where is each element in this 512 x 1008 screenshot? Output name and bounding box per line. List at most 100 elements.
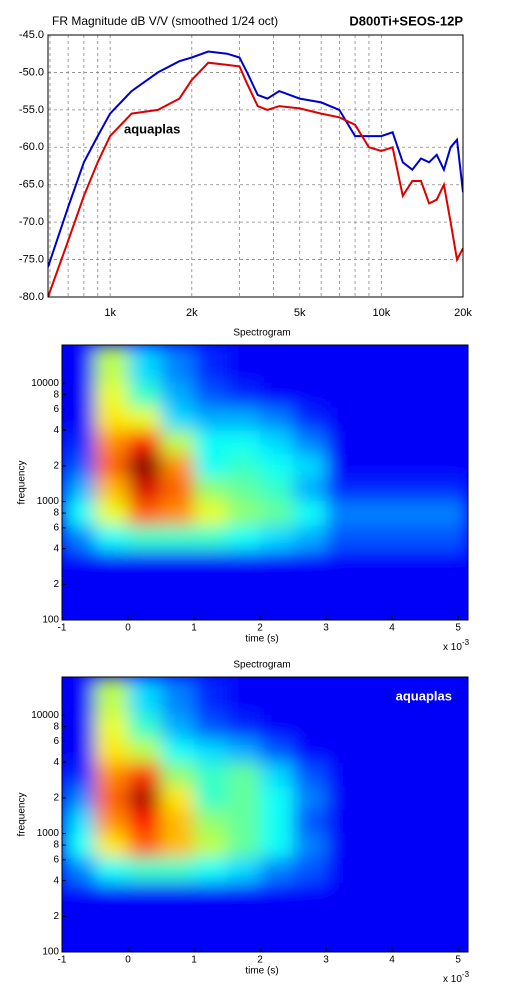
x-tick-label: 2 — [257, 955, 263, 966]
x-tick-label: 20k — [454, 307, 472, 319]
y-tick-label: -70.0 — [19, 216, 44, 228]
heatmap-cell — [161, 738, 195, 763]
heatmap-cell — [227, 677, 261, 715]
x-tick-label: 2k — [186, 307, 198, 319]
y-tick-label: 10000 — [31, 710, 59, 721]
heatmap-cell — [194, 525, 228, 551]
heatmap-cell — [194, 785, 228, 810]
heatmap-cell — [128, 550, 162, 620]
heatmap-clip — [62, 677, 468, 952]
heatmap-cell — [293, 550, 327, 620]
heatmap-cell — [260, 677, 294, 715]
heatmap-cell — [293, 677, 327, 715]
y-tick-label: -45.0 — [19, 29, 44, 41]
heatmap-cell — [128, 785, 162, 810]
heatmap-cell — [62, 785, 96, 810]
heatmap-cell — [326, 477, 468, 502]
y-tick-label: 2 — [53, 793, 59, 804]
x-tick-label: 3 — [323, 623, 329, 634]
heatmap-cell — [227, 500, 261, 526]
annotation: aquaplas — [396, 688, 452, 703]
heatmap-cell — [326, 500, 468, 526]
heatmap-cell — [326, 550, 468, 620]
heatmap-cell — [128, 345, 162, 383]
chart-title: Spectrogram — [233, 328, 290, 339]
y-tick-label: 4 — [53, 425, 59, 436]
heatmap-cell — [194, 453, 228, 478]
heatmap-cell — [161, 406, 195, 431]
x-tick-label: 5k — [294, 307, 306, 319]
heatmap-cell — [293, 525, 327, 551]
heatmap-cell — [95, 714, 129, 740]
y-tick-label: 4 — [53, 543, 59, 554]
x-tick-label: -1 — [58, 623, 67, 634]
heatmap-cell — [95, 382, 129, 408]
heatmap-cell — [62, 345, 96, 383]
series-line — [48, 50, 463, 268]
heatmap-cell — [293, 857, 327, 883]
heatmap-cell — [227, 809, 261, 834]
heatmap-cell — [128, 525, 162, 551]
heatmap-cell — [194, 857, 228, 883]
x-scale-base: x 10 — [443, 974, 462, 985]
heatmap-cell — [194, 477, 228, 502]
y-axis-label: frequency — [17, 461, 28, 505]
heatmap-cell — [62, 430, 96, 455]
heatmap-cell — [293, 453, 327, 478]
heatmap-cell — [95, 345, 129, 383]
plot-border — [47, 34, 464, 298]
x-scale-exponent: -3 — [462, 970, 470, 979]
heatmap-cell — [128, 857, 162, 883]
heatmap-cell — [227, 345, 261, 383]
y-tick-label: -65.0 — [19, 179, 44, 191]
y-tick-label: 6 — [53, 736, 59, 747]
heatmap-cell — [260, 785, 294, 810]
heatmap-cells — [62, 345, 468, 620]
heatmap-cell — [227, 382, 261, 408]
heatmap-cell — [293, 809, 327, 834]
heatmap-cell — [62, 714, 96, 740]
heatmap-cell — [326, 677, 468, 715]
heatmap-cell — [161, 430, 195, 455]
heatmap-cell — [128, 430, 162, 455]
heatmap-cell — [62, 809, 96, 834]
heatmap-cell — [260, 809, 294, 834]
plot-border — [61, 344, 469, 621]
y-tick-label: 6 — [53, 404, 59, 415]
heatmap-cell — [227, 550, 261, 620]
heatmap-cell — [194, 677, 228, 715]
x-scale-label: x 10-3 — [443, 638, 470, 653]
heatmap-cell — [293, 477, 327, 502]
y-tick-label: -80.0 — [19, 291, 44, 303]
heatmap-cell — [227, 453, 261, 478]
heatmap-cell — [293, 406, 327, 431]
heatmap-cell — [128, 477, 162, 502]
heatmap-cell — [128, 382, 162, 408]
heatmap-cell — [161, 550, 195, 620]
heatmap-cell — [95, 762, 129, 787]
x-tick-label: 4 — [389, 955, 395, 966]
x-axis-label: time (s) — [245, 966, 278, 977]
heatmap-cell — [194, 406, 228, 431]
heatmap-cells — [62, 677, 468, 952]
heatmap-cell — [128, 677, 162, 715]
heatmap-cell — [62, 762, 96, 787]
heatmap-cell — [95, 857, 129, 883]
x-tick-label: 1 — [191, 955, 197, 966]
heatmap-cell — [227, 525, 261, 551]
heatmap-cell — [326, 809, 468, 834]
heatmap-cell — [260, 430, 294, 455]
heatmap-cell — [161, 762, 195, 787]
heatmap-cell — [161, 477, 195, 502]
heatmap-cell — [161, 714, 195, 740]
y-tick-label: 100 — [42, 947, 59, 958]
heatmap-cell — [194, 882, 228, 952]
heatmap-cell — [293, 430, 327, 455]
heatmap-cell — [128, 832, 162, 858]
heatmap-cell — [293, 738, 327, 763]
heatmap-cell — [95, 430, 129, 455]
plot-area — [48, 35, 463, 297]
heatmap-cell — [95, 525, 129, 551]
heatmap-cell — [95, 677, 129, 715]
